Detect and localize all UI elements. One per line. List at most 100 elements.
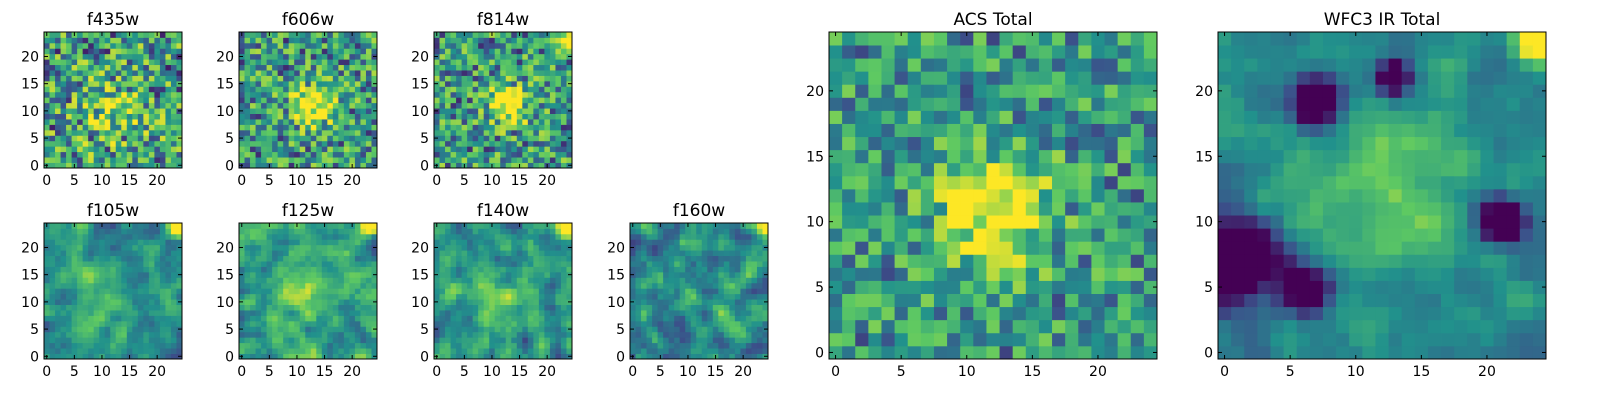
heatmap-cell xyxy=(762,293,769,300)
heatmap-cell xyxy=(500,129,507,136)
heatmap-cell xyxy=(881,267,895,281)
heatmap-cell xyxy=(343,129,350,136)
heatmap-cell xyxy=(450,59,457,66)
heatmap-cell xyxy=(527,266,534,273)
heatmap-cell xyxy=(299,337,306,344)
heatmap-cell xyxy=(674,348,681,354)
heatmap-cell xyxy=(505,326,512,333)
heatmap-cell xyxy=(115,244,122,251)
heatmap-cell xyxy=(244,42,251,49)
heatmap-cell xyxy=(894,306,909,321)
heatmap-cell xyxy=(696,244,703,251)
heatmap-cell xyxy=(272,261,279,267)
heatmap-cell xyxy=(71,135,78,142)
heatmap-cell xyxy=(489,97,496,104)
heatmap-cell xyxy=(288,228,295,235)
heatmap-cell xyxy=(343,108,350,114)
heatmap-cell xyxy=(439,119,446,125)
heatmap-cell xyxy=(316,64,323,71)
heatmap-cell xyxy=(77,48,84,55)
heatmap-cell xyxy=(132,70,139,76)
heatmap-cell xyxy=(527,86,534,93)
heatmap-cell xyxy=(445,135,451,142)
heatmap-cell xyxy=(842,254,856,268)
heatmap-cell xyxy=(55,315,61,322)
heatmap-cell xyxy=(126,310,133,316)
heatmap-cell xyxy=(88,119,95,125)
heatmap-cell xyxy=(986,345,1000,360)
heatmap-cell xyxy=(143,97,150,104)
heatmap-cell xyxy=(461,277,468,284)
heatmap-cell xyxy=(505,304,512,311)
heatmap-cell xyxy=(77,37,84,44)
heatmap-cell xyxy=(148,102,155,109)
heatmap-cell xyxy=(555,48,562,55)
heatmap-cell xyxy=(740,320,747,327)
heatmap-cell xyxy=(560,53,567,60)
heatmap-cell xyxy=(489,59,496,66)
heatmap-cell xyxy=(121,97,128,104)
heatmap-cell xyxy=(159,53,166,60)
heatmap-cell xyxy=(261,91,267,98)
heatmap-cell xyxy=(82,250,89,257)
heatmap-cell xyxy=(756,304,763,311)
heatmap-cell xyxy=(132,59,139,66)
heatmap-cell xyxy=(734,293,741,300)
heatmap-cell xyxy=(439,59,446,66)
heatmap-cell xyxy=(494,64,501,71)
heatmap-cell xyxy=(115,80,122,87)
heatmap-cell xyxy=(143,320,150,327)
heatmap-cell xyxy=(472,282,479,289)
heatmap-cell xyxy=(244,244,251,251)
heatmap-cell xyxy=(646,282,653,289)
heatmap-cell xyxy=(674,233,681,240)
heatmap-cell xyxy=(729,315,736,322)
heatmap-cell xyxy=(77,157,84,163)
heatmap-cell xyxy=(483,75,490,82)
heatmap-cell xyxy=(467,320,474,327)
heatmap-cell xyxy=(332,151,339,158)
heatmap-cell xyxy=(538,239,545,246)
heatmap-cell xyxy=(679,293,686,300)
heatmap-cell xyxy=(261,157,267,163)
heatmap-cell xyxy=(49,255,56,262)
heatmap-cell xyxy=(986,267,1000,281)
heatmap-cell xyxy=(439,266,446,273)
heatmap-cell xyxy=(321,59,328,66)
heatmap-cell xyxy=(690,255,697,262)
heatmap-cell xyxy=(450,337,457,344)
heatmap-cell xyxy=(549,315,556,322)
heatmap-cell xyxy=(88,48,95,55)
heatmap-cell xyxy=(165,310,172,316)
heatmap-cell xyxy=(544,282,551,289)
heatmap-cell xyxy=(321,119,328,125)
heatmap-cell xyxy=(516,48,523,55)
heatmap-cell xyxy=(305,124,312,131)
heatmap-cell xyxy=(1025,175,1040,190)
heatmap-cell xyxy=(137,75,144,82)
heatmap-cell xyxy=(354,146,361,153)
heatmap-cell xyxy=(533,320,540,327)
heatmap-cell xyxy=(445,315,451,322)
heatmap-cell xyxy=(511,293,518,300)
heatmap-cell xyxy=(365,108,372,114)
heatmap-cell xyxy=(734,271,741,278)
heatmap-cell xyxy=(82,320,89,327)
heatmap-cell xyxy=(255,353,262,360)
heatmap-cell xyxy=(239,304,245,311)
heatmap-cell xyxy=(338,91,345,98)
heatmap-cell xyxy=(467,91,474,98)
heatmap-cell xyxy=(516,320,523,327)
heatmap-cell xyxy=(49,59,56,66)
heatmap-cell xyxy=(159,228,166,235)
heatmap-cell xyxy=(973,162,987,177)
heatmap-cell xyxy=(332,331,339,338)
heatmap-cell xyxy=(305,70,312,76)
heatmap-cell xyxy=(239,140,245,147)
heatmap-cell xyxy=(511,124,518,131)
heatmap-cell xyxy=(641,233,647,240)
heatmap-cell xyxy=(516,97,523,104)
heatmap-cell xyxy=(99,97,106,104)
heatmap-cell xyxy=(305,315,312,322)
heatmap-cell xyxy=(294,348,301,354)
